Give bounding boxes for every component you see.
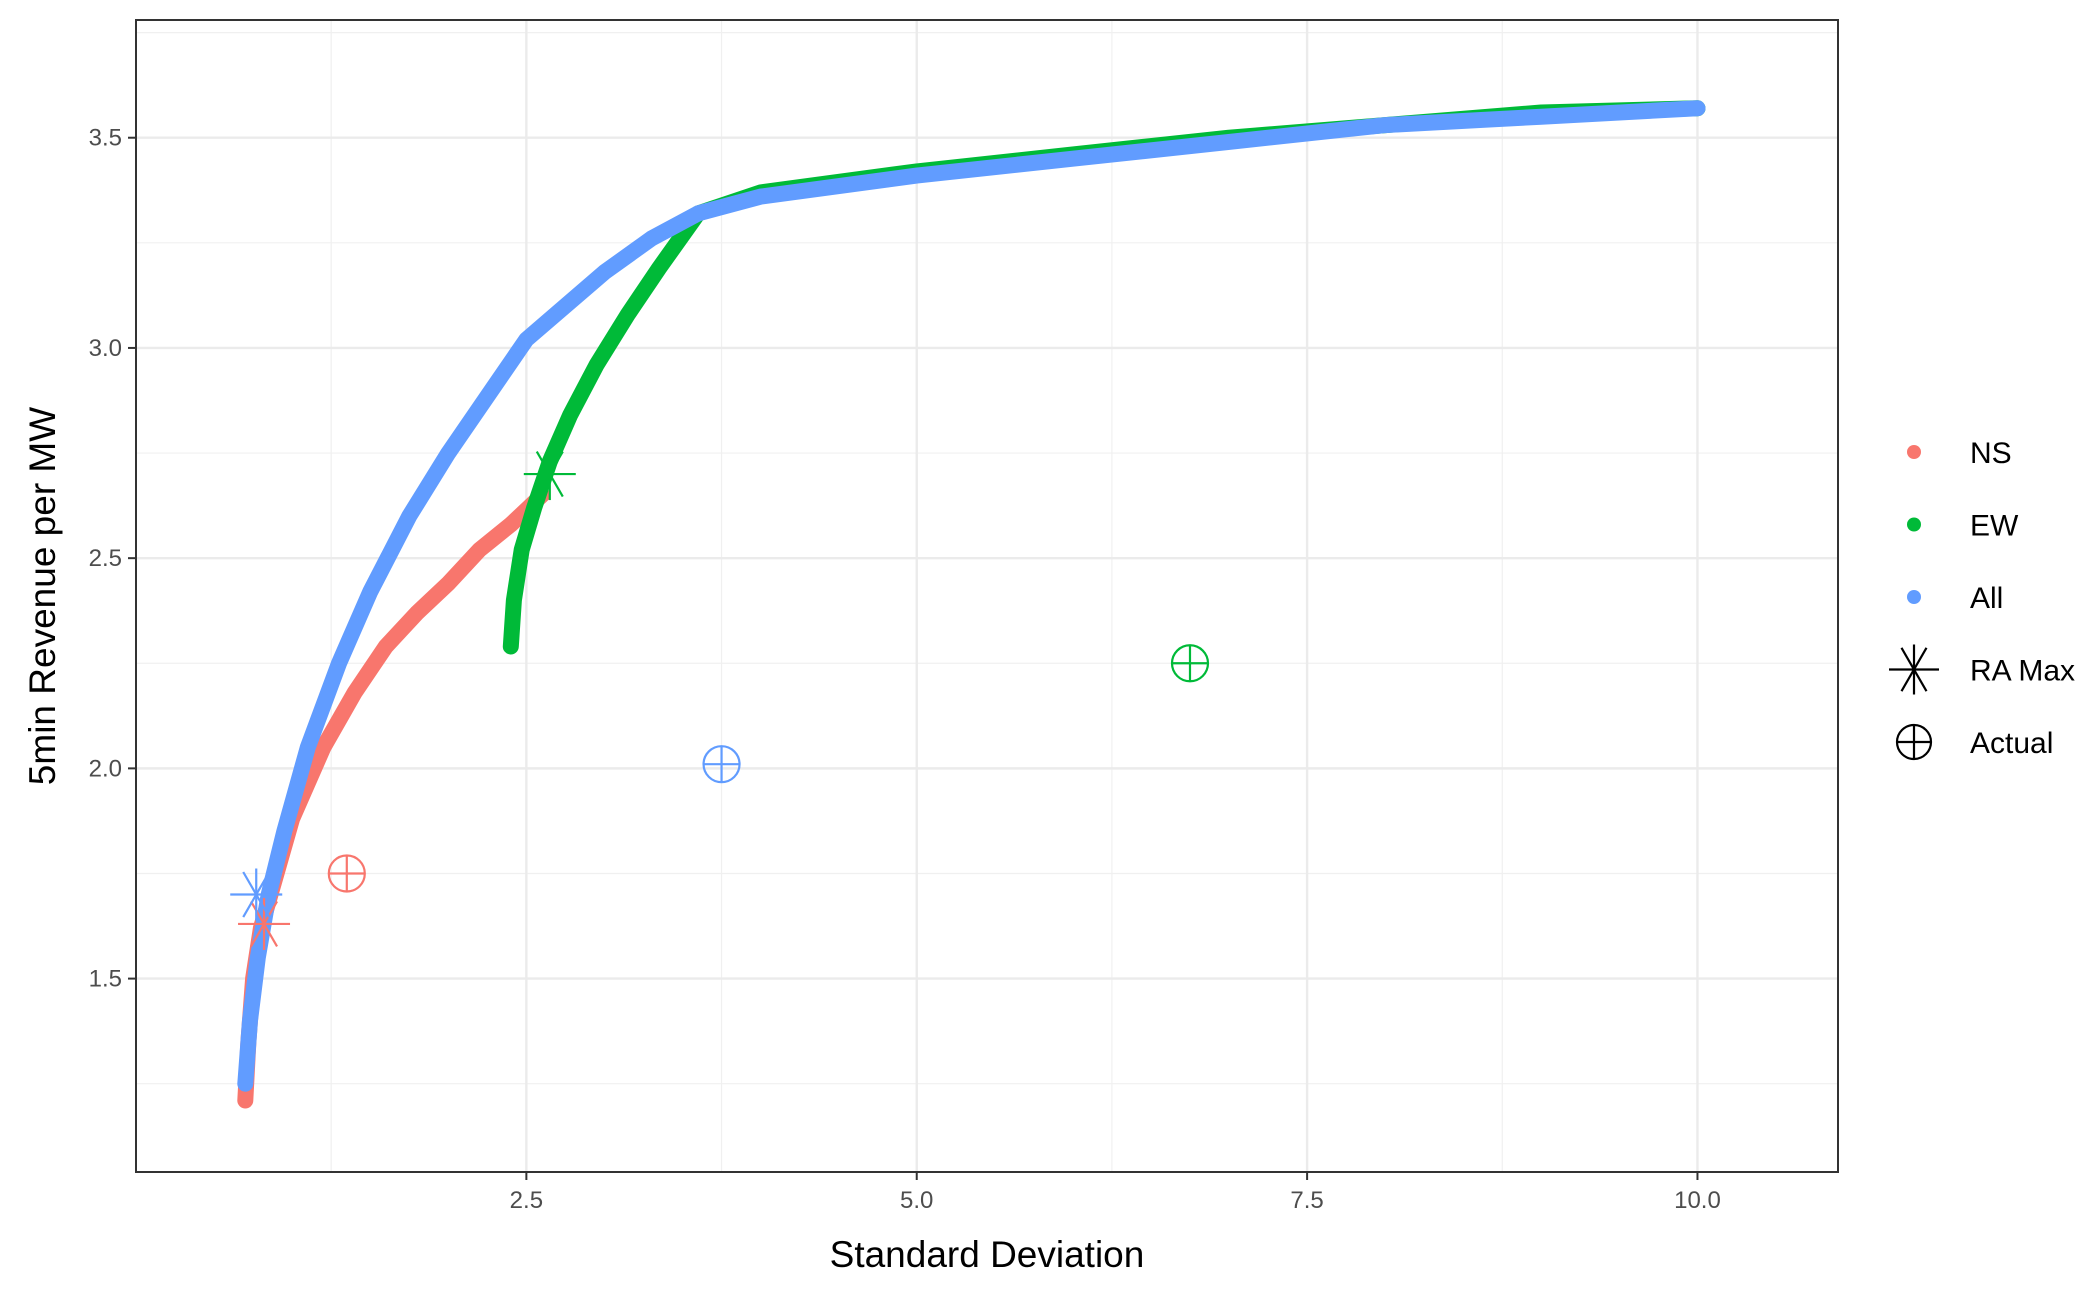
actual-marker-ns: [327, 854, 366, 893]
legend-label-actual: Actual: [1970, 727, 2053, 760]
y-tick-label: 3.0: [89, 335, 122, 362]
axis-ticks: [128, 136, 1699, 1180]
grid-minor: [136, 20, 1838, 1172]
x-tick-label: 5.0: [900, 1187, 933, 1214]
y-axis-title: 5min Revenue per MW: [22, 407, 63, 785]
legend-key-ra-max: [1889, 644, 1939, 695]
y-tick-label: 2.0: [89, 755, 122, 782]
ra-max-marker-ns: [238, 897, 291, 950]
actual-marker-all: [702, 745, 741, 784]
x-tick-labels: 2.5 5.0 7.5 10.0: [510, 1187, 1721, 1214]
legend-label-ns: NS: [1970, 437, 2012, 470]
x-tick-label: 7.5: [1290, 1187, 1323, 1214]
legend-key-ew: [1907, 517, 1921, 532]
series-layer: [237, 100, 1706, 1109]
legend-label-ew: EW: [1970, 510, 2019, 543]
ra-max-marker-all: [230, 868, 283, 921]
series-frontier-all: [237, 100, 1706, 1092]
actual-marker-ew: [1170, 644, 1210, 683]
y-tick-labels: 1.5 2.0 2.5 3.0 3.5: [89, 125, 122, 993]
x-tick-label: 2.5: [510, 1187, 543, 1214]
grid-major: [136, 20, 1838, 1172]
legend-key-actual: [1895, 723, 1933, 761]
x-tick-label: 10.0: [1674, 1187, 1721, 1214]
y-tick-label: 1.5: [89, 966, 122, 993]
ra-max-marker-ew: [523, 448, 576, 501]
x-axis-title: Standard Deviation: [830, 1234, 1145, 1275]
marker-layer: [230, 448, 1210, 950]
legend-label-ra-max: RA Max: [1970, 655, 2075, 688]
legend-key-all: [1907, 590, 1921, 604]
legend: NS EW All RA Max Actual: [1889, 437, 2075, 761]
legend-key-ns: [1907, 445, 1921, 459]
legend-label-all: All: [1970, 582, 2003, 615]
series-frontier-ew: [502, 100, 1706, 655]
panel-border: [135, 19, 1839, 1173]
y-tick-label: 2.5: [89, 545, 122, 572]
y-tick-label: 3.5: [89, 125, 122, 152]
